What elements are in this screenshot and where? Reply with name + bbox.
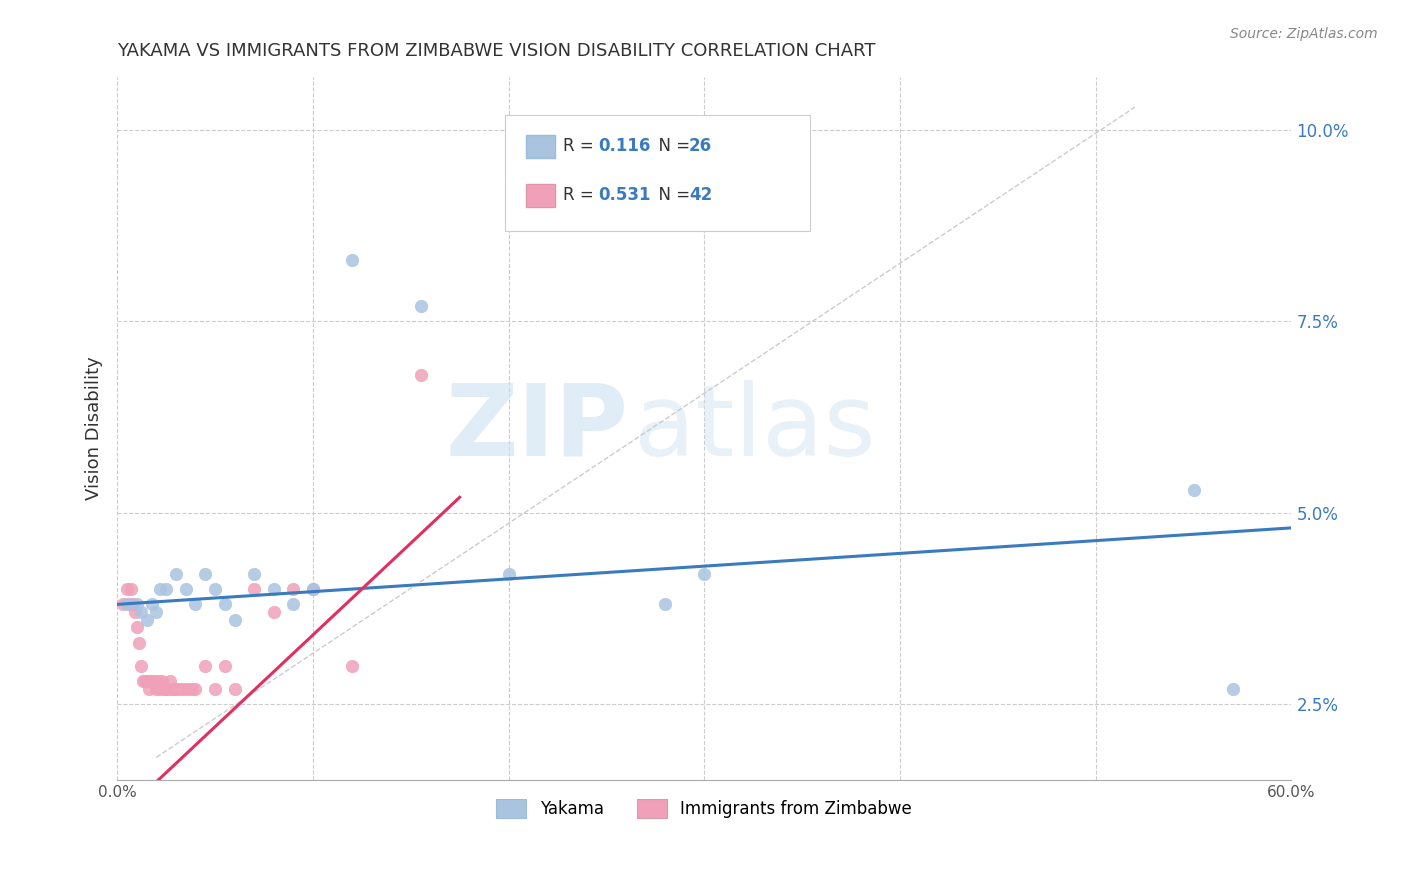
Point (143, 673, 166, 688)
Text: N =: N = (648, 186, 696, 203)
Point (283, 598, 305, 612)
Point (214, 598, 236, 612)
Text: Source: ZipAtlas.com: Source: ZipAtlas.com (1230, 27, 1378, 41)
Point (134, 673, 156, 688)
Point (141, 673, 163, 688)
Point (204, 582, 226, 596)
Bar (526, 185, 555, 207)
Point (129, 605, 152, 619)
Point (128, 635, 150, 649)
Point (149, 681, 172, 696)
Point (302, 582, 325, 596)
Point (184, 598, 207, 612)
Point (654, 598, 676, 612)
Point (174, 582, 197, 596)
Point (125, 598, 148, 612)
Point (139, 673, 162, 688)
Text: R =: R = (564, 186, 599, 203)
Text: 26: 26 (689, 136, 713, 154)
Point (121, 598, 143, 612)
Text: 0.531: 0.531 (599, 186, 651, 203)
Point (115, 582, 138, 596)
Point (498, 566, 520, 581)
Point (194, 658, 217, 673)
Point (153, 681, 176, 696)
Point (176, 681, 198, 696)
Point (243, 582, 266, 596)
Point (243, 566, 266, 581)
Point (283, 582, 305, 596)
Point (263, 605, 285, 619)
Point (120, 582, 142, 596)
Point (131, 673, 153, 688)
Point (141, 598, 163, 612)
Point (148, 673, 170, 688)
FancyBboxPatch shape (505, 115, 810, 231)
Point (340, 253, 363, 268)
Point (180, 681, 202, 696)
Point (165, 681, 187, 696)
Point (1222, 681, 1244, 696)
Point (112, 598, 135, 612)
Point (125, 620, 148, 634)
Point (149, 582, 172, 596)
Text: YAKAMA VS IMMIGRANTS FROM ZIMBABWE VISION DISABILITY CORRELATION CHART: YAKAMA VS IMMIGRANTS FROM ZIMBABWE VISIO… (117, 42, 876, 60)
Point (693, 566, 716, 581)
Point (204, 681, 226, 696)
Point (302, 582, 325, 596)
Point (409, 299, 432, 313)
Point (124, 605, 146, 619)
Point (138, 681, 160, 696)
Text: 42: 42 (689, 186, 713, 203)
Point (135, 613, 157, 627)
Point (145, 605, 167, 619)
Point (1182, 483, 1205, 497)
Point (135, 673, 157, 688)
Point (155, 681, 177, 696)
Point (340, 658, 363, 673)
Point (163, 681, 186, 696)
Point (129, 658, 152, 673)
Point (173, 681, 195, 696)
Point (224, 613, 246, 627)
Point (145, 681, 167, 696)
Point (224, 681, 246, 696)
Text: 0.116: 0.116 (599, 136, 651, 154)
Point (159, 673, 181, 688)
Y-axis label: Vision Disability: Vision Disability (86, 357, 103, 500)
Text: ZIP: ZIP (446, 380, 628, 477)
Text: atlas: atlas (634, 380, 876, 477)
Text: N =: N = (648, 136, 696, 154)
Text: R =: R = (564, 136, 599, 154)
Point (263, 582, 285, 596)
Legend: Yakama, Immigrants from Zimbabwe: Yakama, Immigrants from Zimbabwe (489, 792, 920, 825)
Point (194, 566, 217, 581)
Point (214, 658, 236, 673)
Point (155, 582, 177, 596)
Point (409, 368, 432, 382)
Point (118, 598, 141, 612)
Bar (526, 135, 555, 158)
Point (165, 566, 187, 581)
Point (169, 681, 191, 696)
Point (157, 681, 180, 696)
Point (160, 681, 183, 696)
Point (150, 673, 173, 688)
Point (115, 598, 138, 612)
Point (184, 681, 207, 696)
